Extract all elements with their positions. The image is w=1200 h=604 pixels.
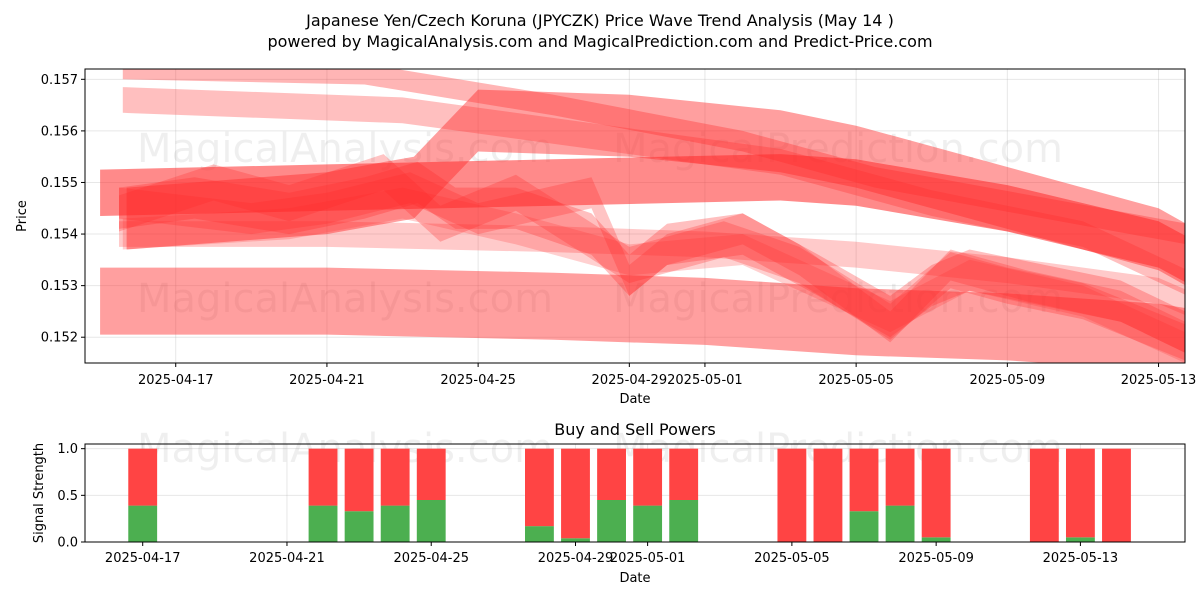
plot-frame <box>84 68 1186 364</box>
wave-bands <box>100 69 1185 363</box>
x-tick-label: 2025-04-29 <box>592 373 668 388</box>
wave-band <box>100 154 1185 283</box>
buy-bar <box>1065 537 1095 542</box>
buy-bar <box>344 511 374 542</box>
sell-bar <box>669 448 699 500</box>
x-tick-label: 2025-04-25 <box>393 551 469 566</box>
sell-bar <box>921 448 951 538</box>
buy-bar <box>597 500 626 542</box>
wave-band <box>119 154 1185 361</box>
price-wave-panel: MagicalAnalysis.com MagicalPrediction.com… <box>15 68 1197 407</box>
buy-bar <box>885 505 915 542</box>
plot-frame <box>84 443 1186 543</box>
y-tick-label: 0.155 <box>41 176 78 191</box>
sell-bar <box>1065 448 1095 538</box>
x-tick-label: 2025-04-21 <box>249 551 325 566</box>
x-tick-label: 2025-04-29 <box>538 551 614 566</box>
buy-bar <box>128 505 158 542</box>
wave-band <box>119 221 1185 316</box>
x-tick-label: 2025-04-25 <box>440 373 516 388</box>
wave-band <box>119 172 1185 353</box>
x-tick-label: 2025-05-13 <box>1043 551 1119 566</box>
buy-bar <box>849 511 879 542</box>
sell-bar <box>849 448 879 512</box>
buy-sell-panel: MagicalAnalysis.comMagicalPrediction.com… <box>32 420 1186 586</box>
x-tick-label: 2025-05-01 <box>610 551 686 566</box>
sell-bar <box>344 448 374 512</box>
y-axis-label: Price <box>15 200 30 232</box>
sell-bar <box>308 448 338 506</box>
x-axis-label: Date <box>619 392 650 407</box>
buy-bar <box>525 526 554 542</box>
buy-bar <box>669 500 699 542</box>
x-tick-label: 2025-04-21 <box>289 373 365 388</box>
buy-bar <box>380 505 410 542</box>
x-tick-label: 2025-04-17 <box>138 373 214 388</box>
wave-band <box>119 161 1185 353</box>
sell-bar <box>597 448 626 500</box>
sell-bar <box>128 448 158 506</box>
buy-bar <box>921 537 951 542</box>
y-axis-label: Signal Strength <box>32 443 47 543</box>
sell-bar <box>1102 448 1131 542</box>
y-tick-label: 0.156 <box>41 124 78 139</box>
x-tick-label: 2025-05-13 <box>1121 373 1197 388</box>
sell-bar <box>525 448 554 527</box>
x-tick-label: 2025-05-05 <box>818 373 894 388</box>
sell-bar <box>633 448 663 506</box>
buy-bar <box>416 500 446 542</box>
sell-bar <box>380 448 410 506</box>
panel-title: Buy and Sell Powers <box>554 420 716 439</box>
buy-bar <box>633 505 663 542</box>
sell-bar <box>813 448 843 542</box>
sell-bar <box>1029 448 1059 542</box>
x-tick-label: 2025-05-09 <box>898 551 974 566</box>
wave-band <box>122 87 1185 295</box>
wave-band <box>122 187 1185 363</box>
wave-band <box>100 267 1185 363</box>
chart-title-line2: powered by MagicalAnalysis.com and Magic… <box>267 32 932 51</box>
sell-bar <box>416 448 446 500</box>
y-tick-label: 0.153 <box>41 279 78 294</box>
buy-bar <box>308 505 338 542</box>
y-tick-label: 0.154 <box>41 228 78 243</box>
x-tick-label: 2025-05-05 <box>754 551 830 566</box>
x-axis-label: Date <box>619 571 650 586</box>
y-tick-label: 1.0 <box>57 442 78 457</box>
sell-bar <box>885 448 915 506</box>
y-tick-label: 0.0 <box>57 536 78 551</box>
y-tick-label: 0.152 <box>41 331 78 346</box>
sell-bar <box>777 448 807 542</box>
y-tick-label: 0.5 <box>57 489 78 504</box>
x-tick-label: 2025-04-17 <box>105 551 181 566</box>
buy-bar <box>561 538 590 542</box>
sell-bar <box>561 448 590 539</box>
watermark-text: MagicalAnalysis.com <box>137 276 553 322</box>
watermark-text: MagicalPrediction.com <box>613 276 1063 322</box>
x-tick-label: 2025-05-09 <box>970 373 1046 388</box>
chart-title-line1: Japanese Yen/Czech Koruna (JPYCZK) Price… <box>305 11 894 30</box>
x-tick-label: 2025-05-01 <box>667 373 743 388</box>
y-tick-label: 0.157 <box>41 73 78 88</box>
